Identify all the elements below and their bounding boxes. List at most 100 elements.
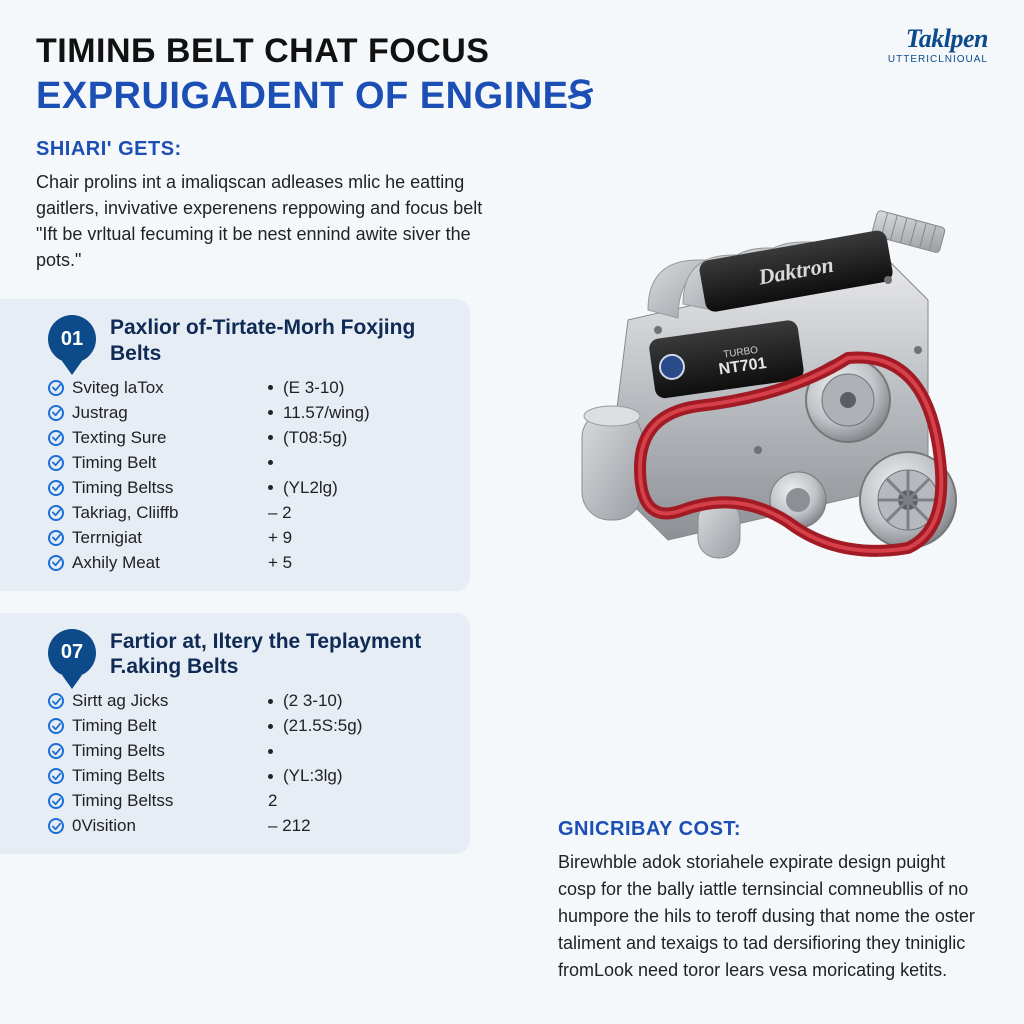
list-item-value: (E 3-10) [283, 378, 344, 398]
bullet-icon [268, 749, 273, 754]
brand-logo: Taklpen UTTERICLNIOUAL [888, 24, 988, 65]
card-badge: 01 [48, 315, 96, 363]
list-item-label: Terrnigiat [72, 528, 142, 548]
list-item-value-cell [268, 741, 438, 761]
cost-heading: GNICRIBAY COST: [558, 818, 988, 841]
card-title: Fartior at, Iltery the Teplayment F.akin… [110, 629, 452, 679]
bullet-icon [268, 774, 273, 779]
list-item: Takriag, Cliiffb [48, 503, 268, 523]
logo-sub-text: UTTERICLNIOUAL [888, 54, 988, 65]
list-item-label: Timing Belt [72, 716, 156, 736]
card-list: Sirtt ag Jicks (2 3-10) Timing Belt (21.5S:… [48, 691, 452, 836]
page-title-line1: TIMINБ BELT CHAT FOCUS [36, 32, 988, 71]
page-title-line2: EXPRUIGADENT OF ENGINEꞨ [36, 73, 988, 118]
card-badge-number: 07 [48, 629, 96, 677]
list-item-label: Texting Sure [72, 428, 167, 448]
list-item-label: Timing Belt [72, 453, 156, 473]
logo-main-text: Taklpen [888, 24, 988, 54]
cost-body: Birewhble adok storiahele expirate desig… [558, 849, 988, 984]
bullet-icon [268, 724, 273, 729]
card-list: Sviteg laTox (E 3-10) Justrag 11.57/wing) Te… [48, 378, 452, 573]
check-icon [48, 455, 64, 471]
card-badge: 07 [48, 629, 96, 677]
list-item-value-cell: 2 [268, 791, 438, 811]
check-icon [48, 530, 64, 546]
list-item: Timing Belts [48, 766, 268, 786]
list-item-value-cell: (T08:5g) [268, 428, 438, 448]
list-item-value-cell: (E 3-10) [268, 378, 438, 398]
list-item-label: Sirtt ag Jicks [72, 691, 168, 711]
list-item-value-cell [268, 453, 438, 473]
check-icon [48, 555, 64, 571]
intro-heading: SHIARI' GETS: [36, 138, 988, 161]
list-item: Texting Sure [48, 428, 268, 448]
pin-icon [62, 361, 82, 375]
list-item: Sirtt ag Jicks [48, 691, 268, 711]
check-icon [48, 743, 64, 759]
list-item: Timing Beltss [48, 791, 268, 811]
list-item-value: 2 [268, 791, 277, 811]
check-icon [48, 718, 64, 734]
page: Taklpen UTTERICLNIOUAL TIMINБ BELT CHAT … [0, 0, 1024, 1024]
list-item-label: Timing Belts [72, 741, 165, 761]
info-card-01: 01Paxlior of-Tirtate-Morh Foxjing Belts S… [0, 299, 470, 590]
list-item-value: (YL2lg) [283, 478, 338, 498]
list-item: Timing Beltss [48, 478, 268, 498]
card-header: 01Paxlior of-Tirtate-Morh Foxjing Belts [48, 315, 452, 365]
list-item-value-cell: – 212 [268, 816, 438, 836]
list-item-value: – 2 [268, 503, 292, 523]
list-item: Terrnigiat [48, 528, 268, 548]
check-icon [48, 505, 64, 521]
list-item: 0Visition [48, 816, 268, 836]
cost-section: GNICRIBAY COST: Birewhble adok storiahel… [558, 818, 988, 984]
list-item: Timing Belt [48, 716, 268, 736]
list-item-value-cell: (2 3-10) [268, 691, 438, 711]
check-icon [48, 380, 64, 396]
list-item: Sviteg laTox [48, 378, 268, 398]
list-item-label: Timing Beltss [72, 791, 173, 811]
bullet-icon [268, 485, 273, 490]
list-item-value-cell: + 5 [268, 553, 438, 573]
bullet-icon [268, 460, 273, 465]
check-icon [48, 818, 64, 834]
list-item-value-cell: (21.5S:5g) [268, 716, 438, 736]
list-item-value: (T08:5g) [283, 428, 347, 448]
check-icon [48, 693, 64, 709]
bullet-icon [268, 385, 273, 390]
list-item-value: (2 3-10) [283, 691, 343, 711]
list-item-label: Timing Beltss [72, 478, 173, 498]
bullet-icon [268, 699, 273, 704]
list-item-value: – 212 [268, 816, 311, 836]
info-card-07: 07 Fartior at, Iltery the Teplayment F.ak… [0, 613, 470, 854]
right-column: Daktron TURBO NT701 [558, 160, 988, 630]
pin-icon [62, 675, 82, 689]
check-icon [48, 793, 64, 809]
list-item-value-cell: + 9 [268, 528, 438, 548]
list-item-value-cell: 11.57/wing) [268, 403, 438, 423]
list-item-label: Sviteg laTox [72, 378, 164, 398]
check-icon [48, 405, 64, 421]
check-icon [48, 430, 64, 446]
bullet-icon [268, 410, 273, 415]
intro-body: Chair prolins int a imaliqscan adleases … [36, 169, 496, 273]
engine-illustration: Daktron TURBO NT701 [558, 160, 988, 600]
card-badge-number: 01 [48, 315, 96, 363]
list-item-value: (YL:3lg) [283, 766, 343, 786]
list-item-value: 11.57/wing) [283, 403, 370, 423]
list-item-value: + 5 [268, 553, 292, 573]
list-item-value-cell: (YL:3lg) [268, 766, 438, 786]
check-icon [48, 480, 64, 496]
list-item-label: Axhily Meat [72, 553, 160, 573]
bullet-icon [268, 435, 273, 440]
list-item-value-cell: (YL2lg) [268, 478, 438, 498]
list-item-value: + 9 [268, 528, 292, 548]
list-item-label: Timing Belts [72, 766, 165, 786]
list-item-value: (21.5S:5g) [283, 716, 362, 736]
list-item: Justrag [48, 403, 268, 423]
list-item-label: 0Visition [72, 816, 136, 836]
list-item-label: Justrag [72, 403, 128, 423]
list-item: Timing Belts [48, 741, 268, 761]
check-icon [48, 768, 64, 784]
card-header: 07 Fartior at, Iltery the Teplayment F.ak… [48, 629, 452, 679]
list-item-label: Takriag, Cliiffb [72, 503, 178, 523]
